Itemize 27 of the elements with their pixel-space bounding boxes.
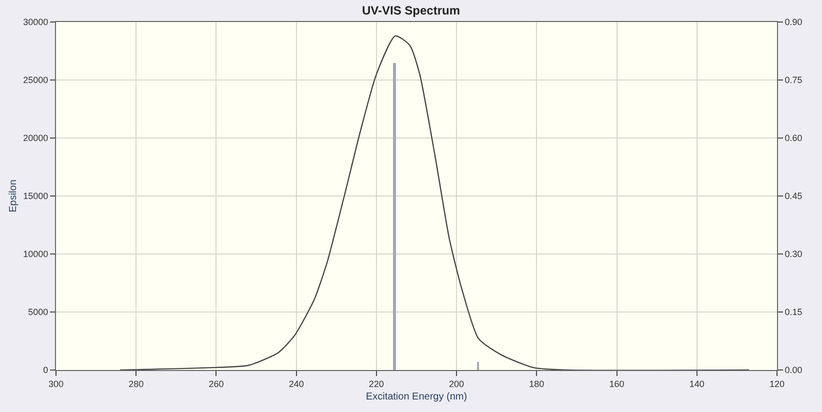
x-tick-label: 220	[368, 378, 384, 389]
x-tick-label: 160	[609, 378, 624, 389]
x-tick-label: 280	[128, 378, 144, 389]
x-tick-label: 240	[288, 378, 304, 389]
y-tick-label: 0	[43, 365, 48, 376]
x-tick-label: 140	[689, 378, 704, 389]
y-tick-label: 25000	[23, 75, 48, 86]
x-tick-label: 260	[208, 378, 224, 389]
y-tick-label: 10000	[23, 249, 48, 260]
x-tick-label: 300	[48, 378, 64, 389]
y2-tick-label: 0.30	[784, 249, 802, 260]
x-tick-label: 120	[769, 378, 785, 389]
y2-tick-label: 0.15	[784, 307, 802, 318]
y2-tick-label: 0.75	[784, 75, 802, 86]
chart-title: UV-VIS Spectrum	[362, 4, 460, 18]
y-axis-title: Epsilon	[8, 180, 20, 212]
x-tick-label: 180	[529, 378, 544, 389]
y-tick-label: 5000	[28, 307, 48, 318]
y-tick-label: 20000	[23, 133, 48, 144]
y2-tick-label: 0.00	[784, 365, 802, 376]
x-tick-label: 200	[449, 378, 464, 389]
y2-tick-label: 0.45	[784, 191, 802, 202]
y2-tick-label: 0.60	[784, 133, 802, 144]
y-tick-label: 30000	[23, 17, 48, 28]
y-tick-label: 15000	[23, 191, 48, 202]
x-axis-title: Excitation Energy (nm)	[366, 391, 468, 402]
y2-tick-label: 0.90	[784, 17, 802, 28]
